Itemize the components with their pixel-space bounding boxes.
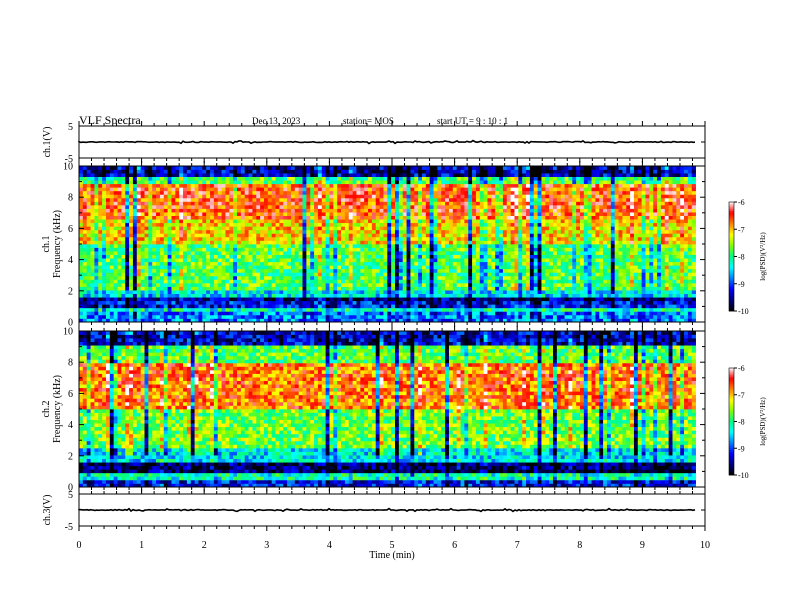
x-tick-label: 4	[327, 540, 332, 551]
x-tick-label: 2	[202, 540, 207, 551]
y-tick-label: 6	[68, 224, 73, 235]
chart-title: VLF Spectra	[79, 113, 141, 127]
spectrogram-cells	[79, 166, 696, 323]
y-axis-label-channel: ch.2	[41, 401, 52, 418]
colorbar-tick-label: -7	[738, 225, 745, 234]
y-tick-label: 2	[68, 286, 73, 297]
y-axis-label-frequency: Frequency (kHz)	[52, 375, 63, 443]
colorbar-2: -6 -7 -8 -9 -10 log(PSD)(V²/Hz)	[728, 364, 767, 480]
start-time-label: start UT = 9 : 10 : 1	[437, 116, 509, 126]
x-tick-label: 3	[264, 540, 269, 551]
y-tick-label: 8	[68, 358, 73, 369]
station-label: station= MOS	[343, 116, 394, 126]
y-tick-label: 0	[68, 483, 73, 494]
colorbar-tick-label: -8	[738, 418, 745, 427]
colorbar-tick-label: -6	[738, 198, 745, 207]
y-tick-label: 0	[68, 318, 73, 329]
y-tick-label: 2	[68, 451, 73, 462]
y-tick-label: -5	[65, 154, 73, 165]
y-axis-label: ch.1(V)	[42, 127, 53, 158]
y-tick-label: 5	[68, 490, 73, 501]
colorbar-label: log(PSD)(V²/Hz)	[759, 397, 767, 446]
colorbar-tick-label: -9	[738, 280, 745, 289]
colorbar-tick-label: -9	[738, 444, 745, 453]
x-axis: 0 1 2 3 4 5 6 7 8 9 10 Time (min)	[77, 540, 711, 561]
y-axis-label-frequency: Frequency (kHz)	[52, 210, 63, 278]
panel-4: 5 -5 ch.3(V)	[42, 489, 706, 533]
y-tick-label: -5	[65, 522, 73, 533]
y-tick-label: 6	[68, 389, 73, 400]
y-tick-label: 4	[68, 420, 73, 431]
colorbar-tick-label: -10	[738, 471, 749, 480]
y-tick-label: 5	[68, 122, 73, 133]
y-tick-label: 10	[63, 162, 73, 173]
colorbar-tick-label: -6	[738, 364, 745, 373]
waveform-trace	[78, 139, 696, 145]
x-tick-label: 5	[390, 540, 395, 551]
colorbar-1: -6 -7 -8 -9 -10 log(PSD)(V²/Hz)	[728, 198, 767, 316]
x-tick-label: 8	[577, 540, 582, 551]
spectrogram-cells	[79, 331, 696, 488]
y-tick-label: 8	[68, 193, 73, 204]
y-axis-label: ch.3(V)	[42, 495, 53, 526]
y-tick-label: 10	[63, 327, 73, 338]
x-tick-label: 6	[452, 540, 457, 551]
waveform-trace	[78, 507, 696, 513]
y-axis-label-channel: ch.1	[41, 236, 52, 253]
date-label: Dec.13, 2023	[252, 116, 301, 126]
colorbar-tick-label: -10	[738, 307, 749, 316]
panel-3: 0 2 4 6 8 10 ch.2 Frequency (kHz)	[41, 326, 706, 494]
panel-x-ticks	[78, 121, 706, 163]
colorbar-tick-label: -7	[738, 391, 745, 400]
x-tick-label: 10	[700, 540, 710, 551]
x-tick-label: 9	[640, 540, 645, 551]
y-tick-label: 4	[68, 255, 73, 266]
panel-x-ticks	[78, 161, 706, 327]
colorbar-label: log(PSD)(V²/Hz)	[759, 232, 767, 281]
panel-x-ticks	[78, 489, 706, 531]
panel-1: 5 -5 ch.1(V)	[42, 121, 706, 165]
x-tick-label: 0	[77, 540, 82, 551]
x-axis-label: Time (min)	[369, 550, 414, 561]
panel-2: 0 2 4 6 8 10 ch.1 Frequency (kHz)	[41, 161, 706, 329]
colorbar-tick-label: -8	[738, 253, 745, 262]
x-tick-label: 7	[515, 540, 520, 551]
x-tick-label: 1	[139, 540, 144, 551]
